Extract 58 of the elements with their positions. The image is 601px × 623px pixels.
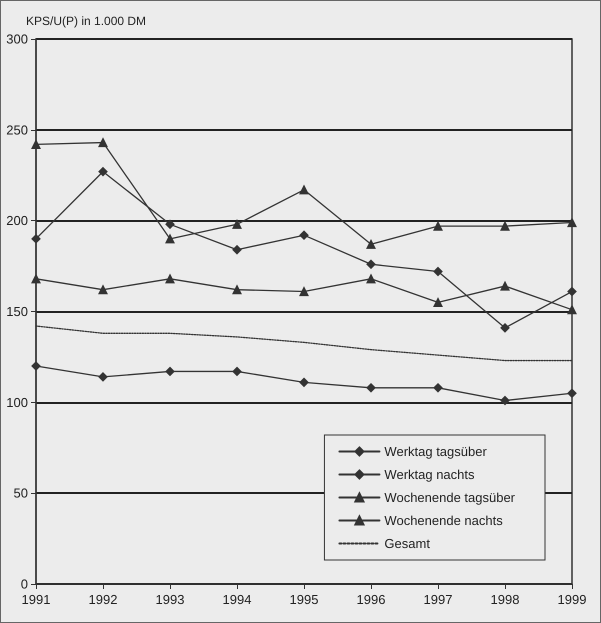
point bbox=[98, 285, 108, 294]
legend-label: Wochenende nachts bbox=[384, 513, 504, 528]
point bbox=[165, 274, 175, 284]
point bbox=[165, 234, 175, 244]
x-tick-label: 1995 bbox=[290, 592, 318, 607]
point bbox=[433, 266, 443, 276]
point bbox=[567, 305, 577, 314]
y-tick-label: 300 bbox=[6, 32, 28, 46]
legend-label: Wochenende tagsüber bbox=[384, 490, 516, 505]
point bbox=[366, 383, 376, 392]
point bbox=[299, 185, 309, 194]
point bbox=[567, 286, 577, 296]
legend-label: Werktag tagsüber bbox=[384, 444, 488, 459]
point bbox=[31, 274, 41, 284]
x-tick-label: 1993 bbox=[156, 592, 184, 607]
point bbox=[165, 220, 175, 229]
point bbox=[31, 140, 41, 149]
legend-label: Werktag nachts bbox=[384, 467, 475, 482]
point bbox=[299, 378, 309, 387]
y-axis-title: KPS/U(P) in 1.000 DM bbox=[26, 14, 146, 28]
y-tick-label: 50 bbox=[14, 486, 28, 501]
point bbox=[433, 222, 443, 231]
y-tick-label: 100 bbox=[6, 394, 28, 410]
point bbox=[366, 260, 376, 269]
point bbox=[433, 298, 443, 308]
point bbox=[232, 366, 242, 376]
point bbox=[165, 366, 175, 376]
y-tick-label: 250 bbox=[6, 122, 28, 138]
point bbox=[567, 388, 577, 398]
point bbox=[567, 218, 577, 228]
point bbox=[500, 222, 510, 231]
y-tick-label: 150 bbox=[6, 304, 28, 319]
point bbox=[500, 323, 510, 332]
x-tick-label: 1991 bbox=[22, 592, 50, 607]
point bbox=[366, 240, 376, 249]
point bbox=[98, 167, 108, 176]
point bbox=[299, 230, 309, 240]
point bbox=[299, 286, 309, 296]
y-tick-label: 0 bbox=[20, 576, 28, 592]
x-tick-label: 1997 bbox=[424, 592, 452, 607]
x-tick-label: 1992 bbox=[88, 592, 118, 607]
point bbox=[500, 396, 510, 406]
point bbox=[31, 361, 41, 371]
x-tick-label: 1999 bbox=[558, 592, 586, 607]
x-tick-label: 1994 bbox=[222, 592, 252, 607]
point bbox=[98, 138, 108, 148]
legend-label: Gesamt bbox=[384, 536, 430, 551]
point bbox=[433, 383, 443, 392]
point bbox=[31, 234, 41, 244]
point bbox=[366, 274, 376, 284]
point bbox=[98, 372, 108, 382]
x-tick-label: 1998 bbox=[490, 592, 520, 607]
point bbox=[500, 281, 510, 291]
point bbox=[232, 285, 242, 294]
y-tick-label: 200 bbox=[6, 213, 28, 228]
point bbox=[232, 220, 242, 229]
x-tick-label: 1996 bbox=[356, 592, 386, 607]
point bbox=[232, 245, 242, 254]
